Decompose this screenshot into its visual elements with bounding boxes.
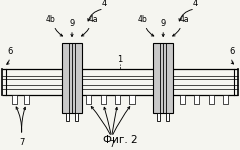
Bar bbox=[209, 95, 214, 104]
Bar bbox=[75, 113, 78, 121]
Bar bbox=[194, 95, 199, 104]
Bar bbox=[66, 113, 69, 121]
Text: 7: 7 bbox=[19, 138, 24, 147]
Bar bbox=[166, 113, 169, 121]
Bar bbox=[115, 95, 120, 104]
Bar bbox=[129, 95, 135, 104]
Text: 7: 7 bbox=[109, 140, 114, 148]
Text: 1: 1 bbox=[117, 55, 123, 64]
Text: 6: 6 bbox=[7, 47, 12, 56]
Text: 6: 6 bbox=[229, 47, 234, 56]
Bar bbox=[153, 43, 173, 113]
Text: 4a: 4a bbox=[88, 15, 98, 24]
Bar bbox=[12, 95, 17, 104]
Bar bbox=[24, 95, 29, 104]
Text: 4b: 4b bbox=[46, 15, 56, 24]
Bar bbox=[157, 113, 160, 121]
Bar bbox=[101, 95, 106, 104]
Text: 4: 4 bbox=[102, 0, 107, 8]
Text: 9: 9 bbox=[69, 19, 75, 28]
Bar bbox=[62, 43, 82, 113]
Bar bbox=[180, 95, 185, 104]
Bar bbox=[86, 95, 91, 104]
Text: Фиг. 2: Фиг. 2 bbox=[103, 135, 137, 145]
Text: 4: 4 bbox=[193, 0, 198, 8]
Text: 4b: 4b bbox=[137, 15, 147, 24]
Bar bbox=[223, 95, 228, 104]
Text: 9: 9 bbox=[161, 19, 166, 28]
Text: 4a: 4a bbox=[180, 15, 189, 24]
